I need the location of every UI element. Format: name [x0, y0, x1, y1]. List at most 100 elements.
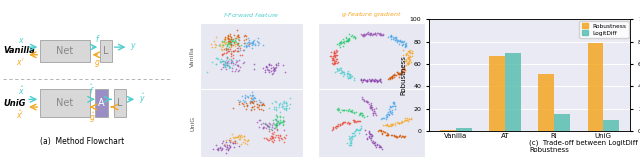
Point	[266, 69, 276, 72]
Point	[356, 80, 367, 83]
Point	[396, 72, 406, 74]
Point	[390, 124, 401, 126]
Point	[278, 119, 289, 121]
Point	[339, 109, 349, 111]
Point	[258, 108, 268, 111]
Point	[381, 113, 392, 116]
Point	[223, 37, 233, 39]
Point	[221, 48, 231, 51]
Point	[366, 80, 376, 83]
Point	[213, 149, 223, 152]
Point	[369, 110, 379, 113]
Point	[226, 41, 236, 43]
Point	[269, 138, 279, 141]
Point	[348, 76, 358, 79]
Point	[266, 135, 276, 138]
Point	[345, 110, 355, 112]
Point	[271, 124, 281, 127]
Point	[233, 70, 243, 72]
Point	[227, 141, 237, 144]
Point	[364, 131, 374, 133]
Point	[258, 102, 268, 105]
Point	[219, 63, 229, 66]
Point	[240, 97, 250, 100]
Point	[218, 65, 228, 68]
Point	[210, 43, 220, 45]
Point	[232, 141, 242, 144]
Point	[278, 124, 289, 126]
Point	[365, 107, 376, 109]
Point	[396, 120, 406, 123]
Point	[380, 130, 390, 133]
Bar	[505, 53, 521, 131]
Point	[358, 79, 369, 81]
FancyBboxPatch shape	[317, 23, 426, 91]
Point	[228, 140, 239, 142]
Point	[271, 106, 282, 108]
Point	[335, 42, 346, 44]
Point	[244, 44, 254, 47]
Point	[344, 37, 354, 40]
Point	[239, 135, 249, 137]
Point	[223, 66, 234, 68]
Point	[230, 140, 240, 143]
Text: $y$: $y$	[130, 41, 137, 52]
Point	[364, 135, 374, 138]
Point	[344, 137, 355, 140]
Point	[244, 41, 254, 44]
Point	[248, 93, 259, 96]
Text: $\hat{x}^{\prime}$: $\hat{x}^{\prime}$	[16, 108, 24, 121]
Point	[366, 32, 376, 35]
Point	[360, 99, 370, 101]
Point	[247, 100, 257, 103]
Point	[348, 119, 358, 121]
Point	[357, 97, 367, 100]
Point	[246, 42, 257, 44]
Point	[224, 41, 234, 43]
Point	[342, 39, 353, 42]
Point	[271, 134, 281, 136]
Point	[385, 35, 395, 38]
Text: (c)  Trade-off between LogitDiff and
Robustness: (c) Trade-off between LogitDiff and Robu…	[529, 139, 640, 153]
Point	[273, 103, 284, 106]
Point	[344, 73, 354, 76]
Point	[337, 69, 347, 72]
Point	[257, 103, 268, 105]
Point	[394, 134, 404, 137]
Point	[397, 40, 408, 42]
Point	[269, 66, 280, 69]
Point	[226, 60, 236, 63]
Point	[338, 109, 348, 111]
Point	[254, 103, 264, 106]
Point	[365, 105, 375, 107]
Point	[366, 133, 376, 135]
Point	[385, 76, 396, 78]
Point	[376, 129, 386, 131]
Point	[244, 39, 254, 42]
Point	[364, 79, 374, 81]
Point	[225, 36, 236, 38]
Point	[284, 107, 294, 109]
Point	[332, 125, 342, 127]
Point	[330, 54, 340, 57]
Point	[239, 105, 250, 107]
Point	[238, 99, 248, 101]
Point	[225, 43, 235, 45]
Point	[383, 111, 393, 114]
Point	[278, 140, 289, 143]
Point	[218, 63, 228, 66]
Point	[214, 44, 224, 47]
Point	[281, 101, 291, 104]
Point	[404, 118, 414, 120]
Point	[355, 127, 365, 130]
Point	[250, 42, 260, 45]
Point	[369, 33, 380, 36]
Text: A: A	[98, 98, 105, 108]
Point	[372, 80, 383, 82]
Point	[221, 57, 232, 59]
Point	[228, 136, 239, 138]
Point	[278, 123, 288, 125]
Point	[275, 133, 285, 136]
Point	[339, 72, 349, 75]
Point	[397, 70, 407, 73]
